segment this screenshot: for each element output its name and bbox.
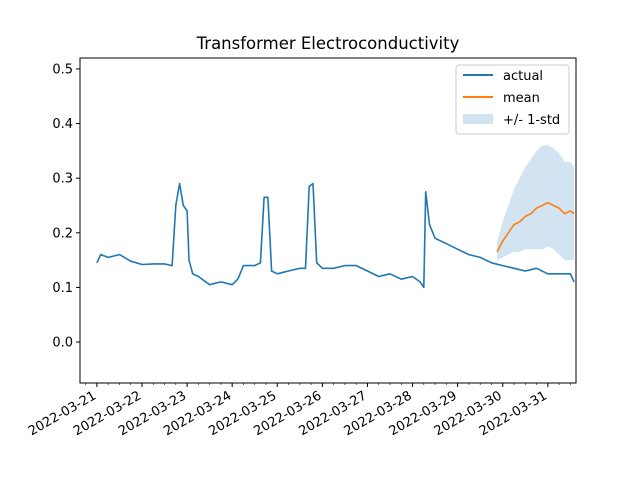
y-tick-label: 0.2: [52, 226, 73, 241]
legend-label-mean: mean: [503, 91, 540, 106]
series-line-mean: [496, 201, 575, 253]
y-tick-label: 0.4: [52, 117, 73, 132]
y-tick-label: 0.1: [52, 281, 73, 296]
std-band-layer: [497, 145, 575, 261]
legend-label-std-band: +/- 1-std: [503, 113, 560, 128]
chart-title: Transformer Electroconductivity: [196, 34, 460, 53]
legend: actual mean +/- 1-std: [455, 64, 570, 135]
y-tick-label: 0.5: [52, 62, 73, 77]
y-tick-label: 0.0: [52, 336, 73, 351]
plot-frame: [79, 57, 577, 384]
y-axis: 0.0 0.1 0.2 0.3 0.4 0.5: [52, 62, 80, 351]
legend-swatch-std-band: [463, 114, 493, 124]
series-line-actual: [96, 182, 575, 289]
y-tick-label: 0.3: [52, 172, 73, 187]
std-band-area: [497, 145, 575, 261]
legend-label-actual: actual: [503, 69, 543, 84]
lines-layer: [96, 182, 575, 289]
